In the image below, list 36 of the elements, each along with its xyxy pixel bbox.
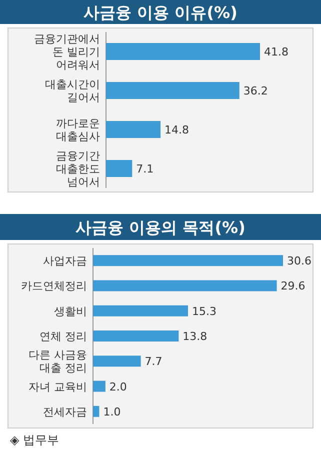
y-tick-label: 전세자금 [43,405,87,418]
bar [93,255,283,266]
data-label: 41.8 [264,46,288,58]
data-label: 7.1 [136,162,154,176]
y-tick-label: 사업자금 [43,254,87,268]
chart-title: 사금융 이용 이유(%) [84,3,238,22]
y-tick-label: 대출시간이 길어서 [45,78,100,104]
bar [106,160,132,177]
data-label: 15.3 [192,304,216,318]
y-tick-label: 자녀 교육비 [28,380,87,394]
bar [93,280,277,292]
y-tick-label: 금융기관에서 돈 빌리기 어려워서 [34,32,100,72]
bar [106,82,240,99]
data-label: 14.8 [164,124,190,136]
data-label: 30.6 [287,254,312,268]
bar [93,305,188,316]
bar [93,356,141,367]
y-tick-label: 연체 정리 [40,330,87,343]
bar [106,121,161,138]
bar [93,406,100,417]
y-tick-label: 다른 사금융 대출 정리 [28,348,87,375]
data-label: 7.7 [144,355,162,368]
bar [93,330,179,342]
data-label: 36.2 [243,84,268,98]
bar [106,43,260,60]
data-label: 13.8 [182,330,208,343]
y-tick-label: 생활비 [54,304,87,318]
bar [93,380,106,392]
text: ◈ 법무부 [10,433,60,447]
data-label: 2.0 [109,380,127,394]
chart-title: 사금융 이용의 목적(%) [76,218,246,237]
y-tick-label: 까다로운 대출심사 [56,117,100,143]
data-label: 1.0 [103,405,121,418]
data-label: 29.6 [280,280,306,293]
y-tick-label: 금융기간 대출한도 넘어서 [56,150,100,188]
y-tick-label: 카드연체정리 [21,280,87,293]
